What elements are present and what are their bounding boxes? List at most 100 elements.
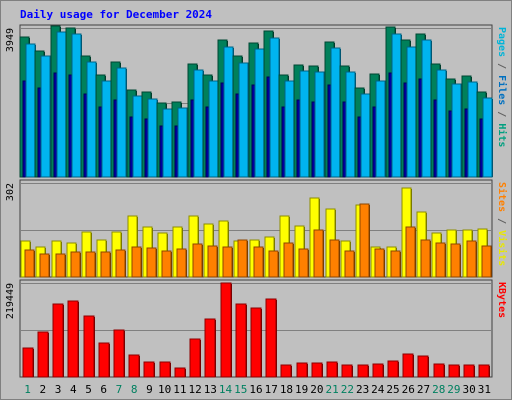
bar-pages-day-11 (177, 107, 188, 178)
bar-kbytes-day-4 (67, 300, 79, 378)
legend-part: Pages (496, 27, 507, 57)
x-tick-label: 23 (356, 383, 369, 396)
bar-sites-day-17 (268, 250, 279, 278)
legend-part: KBytes (496, 282, 507, 318)
bar-sites-day-28 (435, 242, 446, 278)
bar-sites-day-14 (222, 246, 233, 278)
bar-sites-day-4 (70, 251, 81, 278)
bar-sites-day-6 (100, 251, 111, 278)
bar-sites-day-1 (24, 249, 35, 278)
bar-pages-day-17 (269, 37, 280, 178)
bar-kbytes-day-31 (478, 364, 490, 378)
bar-kbytes-day-8 (128, 354, 140, 378)
x-tick-label: 14 (219, 383, 233, 396)
bar-pages-day-13 (208, 80, 219, 178)
legend-part: Sites (496, 182, 508, 212)
bar-sites-day-26 (405, 226, 416, 278)
x-tick-label: 1 (24, 383, 31, 396)
legend-part: / (496, 57, 507, 75)
bar-sites-day-7 (115, 249, 126, 278)
legend-part: / (496, 105, 507, 123)
bar-sites-day-9 (146, 247, 157, 278)
bar-pages-day-19 (299, 70, 310, 178)
bar-pages-day-31 (482, 97, 493, 178)
bar-kbytes-day-12 (189, 338, 201, 378)
bar-kbytes-day-3 (52, 303, 64, 378)
bar-pages-day-16 (254, 48, 265, 178)
x-tick-label: 22 (341, 383, 354, 396)
axis-max-label: 3949 (5, 28, 16, 52)
chart-title: Daily usage for December 2024 (20, 8, 213, 21)
axis-max-label: 219449 (5, 283, 16, 319)
x-tick-label: 26 (402, 383, 415, 396)
bar-pages-day-10 (162, 108, 173, 178)
bar-sites-day-11 (176, 248, 187, 278)
bar-sites-day-2 (39, 253, 50, 278)
bar-pages-day-14 (223, 46, 234, 178)
bar-pages-day-6 (101, 80, 112, 178)
x-tick-label: 19 (295, 383, 308, 396)
bar-sites-day-18 (283, 242, 294, 278)
bar-kbytes-day-18 (280, 364, 292, 378)
bar-kbytes-day-30 (463, 364, 475, 378)
bar-kbytes-day-15 (235, 303, 247, 378)
bar-kbytes-day-28 (433, 363, 445, 378)
bar-pages-day-21 (330, 47, 341, 178)
x-tick-label: 6 (100, 383, 107, 396)
x-tick-label: 15 (234, 383, 247, 396)
bar-kbytes-day-27 (417, 355, 429, 378)
bar-kbytes-day-26 (402, 353, 414, 378)
x-tick-label: 25 (386, 383, 399, 396)
x-tick-label: 4 (70, 383, 77, 396)
bar-pages-day-30 (467, 81, 478, 178)
x-tick-label: 18 (280, 383, 293, 396)
x-tick-label: 5 (85, 383, 92, 396)
bar-kbytes-day-21 (326, 361, 338, 378)
bar-kbytes-day-22 (341, 364, 353, 378)
bar-kbytes-day-1 (22, 347, 34, 378)
panel-legend-sites-visits: Sites / Visits (496, 182, 508, 266)
bar-kbytes-day-5 (83, 315, 95, 378)
x-tick-label: 28 (432, 383, 445, 396)
bar-pages-day-22 (345, 71, 356, 178)
x-tick-label: 10 (158, 383, 171, 396)
bar-sites-day-10 (161, 250, 172, 278)
x-tick-label: 31 (478, 383, 491, 396)
x-tick-label: 3 (55, 383, 62, 396)
bar-sites-day-29 (450, 243, 461, 278)
bar-kbytes-day-2 (37, 331, 49, 378)
axis-max-label: 302 (5, 183, 16, 201)
bar-sites-day-15 (237, 239, 248, 278)
bar-sites-day-23 (359, 203, 370, 278)
bar-kbytes-day-6 (98, 342, 110, 378)
bar-pages-day-28 (436, 69, 447, 178)
bar-pages-day-9 (147, 98, 158, 178)
bar-pages-day-5 (86, 61, 97, 178)
bar-kbytes-day-10 (159, 361, 171, 378)
bar-pages-day-1 (25, 43, 36, 178)
x-tick-label: 27 (417, 383, 430, 396)
bar-pages-day-29 (451, 83, 462, 178)
panel-legend-kbytes: KBytes (496, 282, 507, 318)
x-tick-label: 16 (249, 383, 262, 396)
bar-kbytes-day-23 (357, 364, 369, 378)
bar-pages-day-24 (375, 80, 386, 178)
bar-kbytes-day-16 (250, 307, 262, 378)
bar-kbytes-day-11 (174, 367, 186, 378)
bar-sites-day-8 (131, 246, 142, 278)
bar-pages-day-7 (116, 67, 127, 178)
bar-sites-day-30 (466, 240, 477, 278)
bar-kbytes-day-25 (387, 360, 399, 378)
bar-kbytes-day-17 (265, 298, 277, 378)
x-tick-label: 12 (188, 383, 201, 396)
x-tick-label: 24 (371, 383, 385, 396)
bar-kbytes-day-20 (311, 362, 323, 378)
x-tick-label: 17 (265, 383, 278, 396)
bar-pages-day-3 (56, 31, 67, 178)
x-tick-label: 20 (310, 383, 323, 396)
bar-pages-day-25 (391, 33, 402, 178)
x-tick-label: 13 (204, 383, 217, 396)
panel-legend-pages-files-hits: Pages / Files / Hits (496, 27, 508, 147)
bar-sites-day-21 (329, 239, 340, 278)
